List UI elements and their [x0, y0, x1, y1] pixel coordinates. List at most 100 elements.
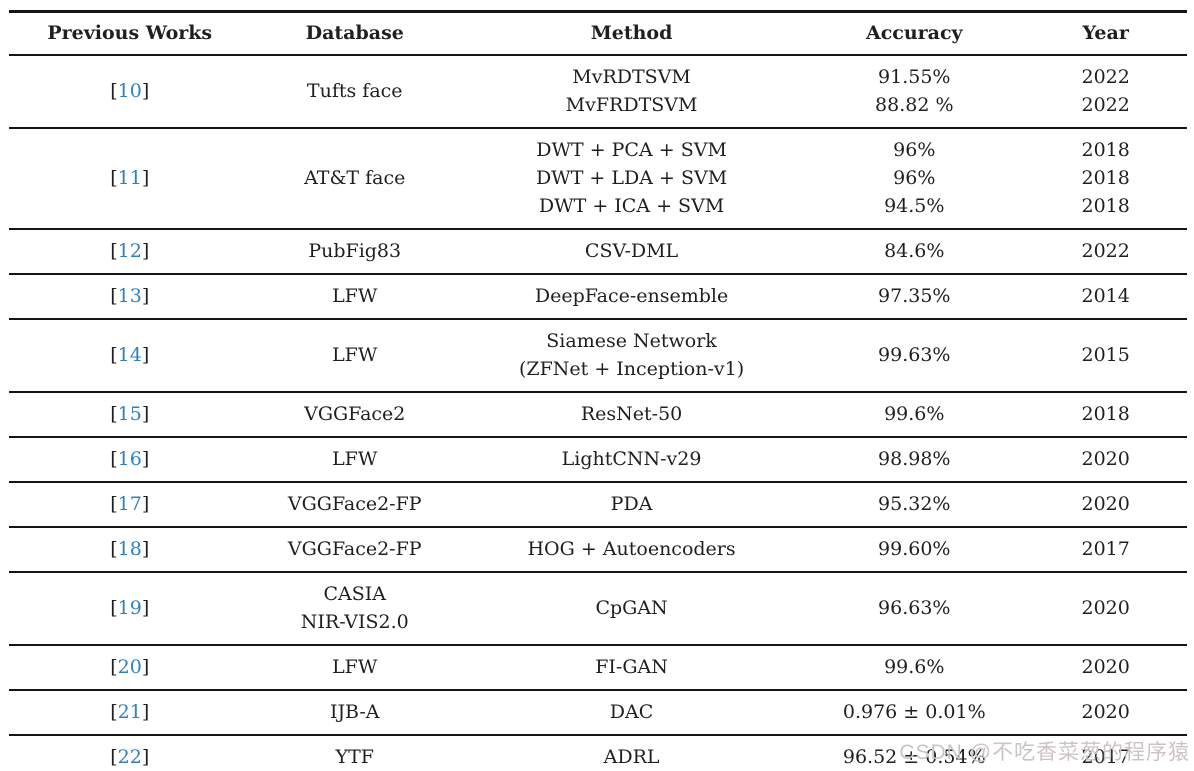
method-cell-line: FI-GAN [595, 656, 668, 678]
year-cell: 2018 [1024, 393, 1187, 436]
citation-number-link[interactable]: 20 [117, 656, 142, 678]
accuracy-cell: 99.63% [804, 320, 1024, 391]
accuracy-cell-line: 96% [893, 139, 936, 161]
method-cell-line: HOG + Autoencoders [527, 538, 736, 560]
year-cell: 2022 2022 [1024, 56, 1187, 127]
table-row: [17] VGGFace2-FP PDA 95.32% 2020 [9, 483, 1187, 528]
citation-number-link[interactable]: 12 [117, 240, 142, 262]
method-cell: ADRL [459, 736, 804, 771]
year-cell-line: 2020 [1081, 448, 1130, 470]
citation-reference[interactable]: [10] [110, 77, 149, 105]
citation-cell: [18] [9, 528, 250, 571]
citation-reference[interactable]: [18] [110, 535, 149, 563]
column-header-label: Database [305, 22, 404, 44]
citation-number-link[interactable]: 14 [117, 344, 142, 366]
accuracy-cell-line: 99.60% [878, 538, 951, 560]
citation-bracket-close: ] [141, 597, 150, 619]
citation-bracket-close: ] [141, 344, 150, 366]
citation-reference[interactable]: [13] [110, 282, 149, 310]
database-cell: PubFig83 [250, 230, 459, 273]
accuracy-cell-line: 96% [893, 167, 936, 189]
column-header-previous-works: Previous Works [9, 13, 250, 54]
citation-reference[interactable]: [21] [110, 698, 149, 726]
citation-number-link[interactable]: 15 [117, 403, 142, 425]
citation-reference[interactable]: [14] [110, 341, 149, 369]
citation-number-link[interactable]: 11 [117, 167, 142, 189]
citation-bracket-open: [ [110, 448, 118, 470]
citation-number-link[interactable]: 10 [117, 80, 142, 102]
method-cell: CSV-DML [459, 230, 804, 273]
method-cell: HOG + Autoencoders [459, 528, 804, 571]
citation-bracket-open: [ [110, 285, 118, 307]
citation-number-link[interactable]: 19 [117, 597, 142, 619]
method-cell: LightCNN-v29 [459, 438, 804, 481]
accuracy-cell-line: 97.35% [878, 285, 951, 307]
year-cell-line: 2018 [1081, 139, 1130, 161]
citation-reference[interactable]: [16] [110, 445, 149, 473]
accuracy-cell-line: 91.55% [878, 66, 951, 88]
citation-bracket-open: [ [110, 701, 118, 723]
database-cell-line: LFW [332, 344, 378, 366]
year-cell: 2017 [1024, 528, 1187, 571]
accuracy-cell: 98.98% [804, 438, 1024, 481]
method-cell-line: LightCNN-v29 [561, 448, 702, 470]
year-cell: 2020 [1024, 646, 1187, 689]
accuracy-cell: 84.6% [804, 230, 1024, 273]
citation-bracket-close: ] [141, 448, 150, 470]
database-cell: LFW [250, 320, 459, 391]
year-cell-line: 2015 [1081, 344, 1130, 366]
database-cell: VGGFace2-FP [250, 528, 459, 571]
year-cell-line: 2017 [1081, 538, 1130, 560]
citation-reference[interactable]: [12] [110, 237, 149, 265]
database-cell-line: VGGFace2-FP [287, 538, 422, 560]
citation-reference[interactable]: [22] [110, 743, 149, 771]
citation-bracket-close: ] [141, 285, 150, 307]
citation-number-link[interactable]: 17 [117, 493, 142, 515]
citation-reference[interactable]: [11] [110, 164, 149, 192]
database-cell-line: PubFig83 [308, 240, 402, 262]
citation-number-link[interactable]: 18 [117, 538, 142, 560]
column-header-label: Year [1082, 22, 1129, 44]
citation-reference[interactable]: [15] [110, 400, 149, 428]
accuracy-cell: 96.52 ± 0.54% [804, 736, 1024, 771]
accuracy-cell: 96% 96% 94.5% [804, 129, 1024, 228]
citation-bracket-close: ] [141, 701, 150, 723]
citation-reference[interactable]: [17] [110, 490, 149, 518]
citation-bracket-close: ] [141, 80, 150, 102]
method-cell: PDA [459, 483, 804, 526]
citation-reference[interactable]: [19] [110, 594, 149, 622]
citation-number-link[interactable]: 21 [117, 701, 142, 723]
year-cell: 2020 [1024, 691, 1187, 734]
method-cell-line: DAC [609, 701, 654, 723]
database-cell-line: LFW [332, 285, 378, 307]
database-cell: CASIA NIR-VIS2.0 [250, 573, 459, 644]
method-cell: ResNet-50 [459, 393, 804, 436]
citation-bracket-open: [ [110, 344, 118, 366]
citation-reference[interactable]: [20] [110, 653, 149, 681]
citation-number-link[interactable]: 16 [117, 448, 142, 470]
citation-bracket-close: ] [141, 746, 150, 768]
accuracy-cell-line: 98.98% [878, 448, 951, 470]
citation-cell: [14] [9, 320, 250, 391]
year-cell: 2022 [1024, 230, 1187, 273]
citation-cell: [11] [9, 129, 250, 228]
database-cell: Tufts face [250, 56, 459, 127]
database-cell-line: LFW [332, 656, 378, 678]
year-cell-line: 2022 [1081, 66, 1130, 88]
accuracy-cell-line: 88.82 % [875, 94, 954, 116]
accuracy-cell-line: 96.52 ± 0.54% [842, 746, 986, 768]
table-row: [11] AT&T face DWT + PCA + SVM DWT + LDA + … [9, 129, 1187, 230]
column-header-label: Accuracy [865, 22, 963, 44]
method-cell: Siamese Network (ZFNet + Inception-v1) [459, 320, 804, 391]
column-header-year: Year [1024, 13, 1187, 54]
citation-cell: [20] [9, 646, 250, 689]
citation-number-link[interactable]: 13 [117, 285, 142, 307]
citation-number-link[interactable]: 22 [117, 746, 142, 768]
table-row: [15] VGGFace2 ResNet-50 99.6% 2018 [9, 393, 1187, 438]
citation-bracket-open: [ [110, 538, 118, 560]
year-cell: 2020 [1024, 438, 1187, 481]
citation-bracket-close: ] [141, 403, 150, 425]
citation-cell: [13] [9, 275, 250, 318]
results-table: Previous Works Database Method Accuracy … [9, 10, 1187, 771]
accuracy-cell: 99.6% [804, 393, 1024, 436]
